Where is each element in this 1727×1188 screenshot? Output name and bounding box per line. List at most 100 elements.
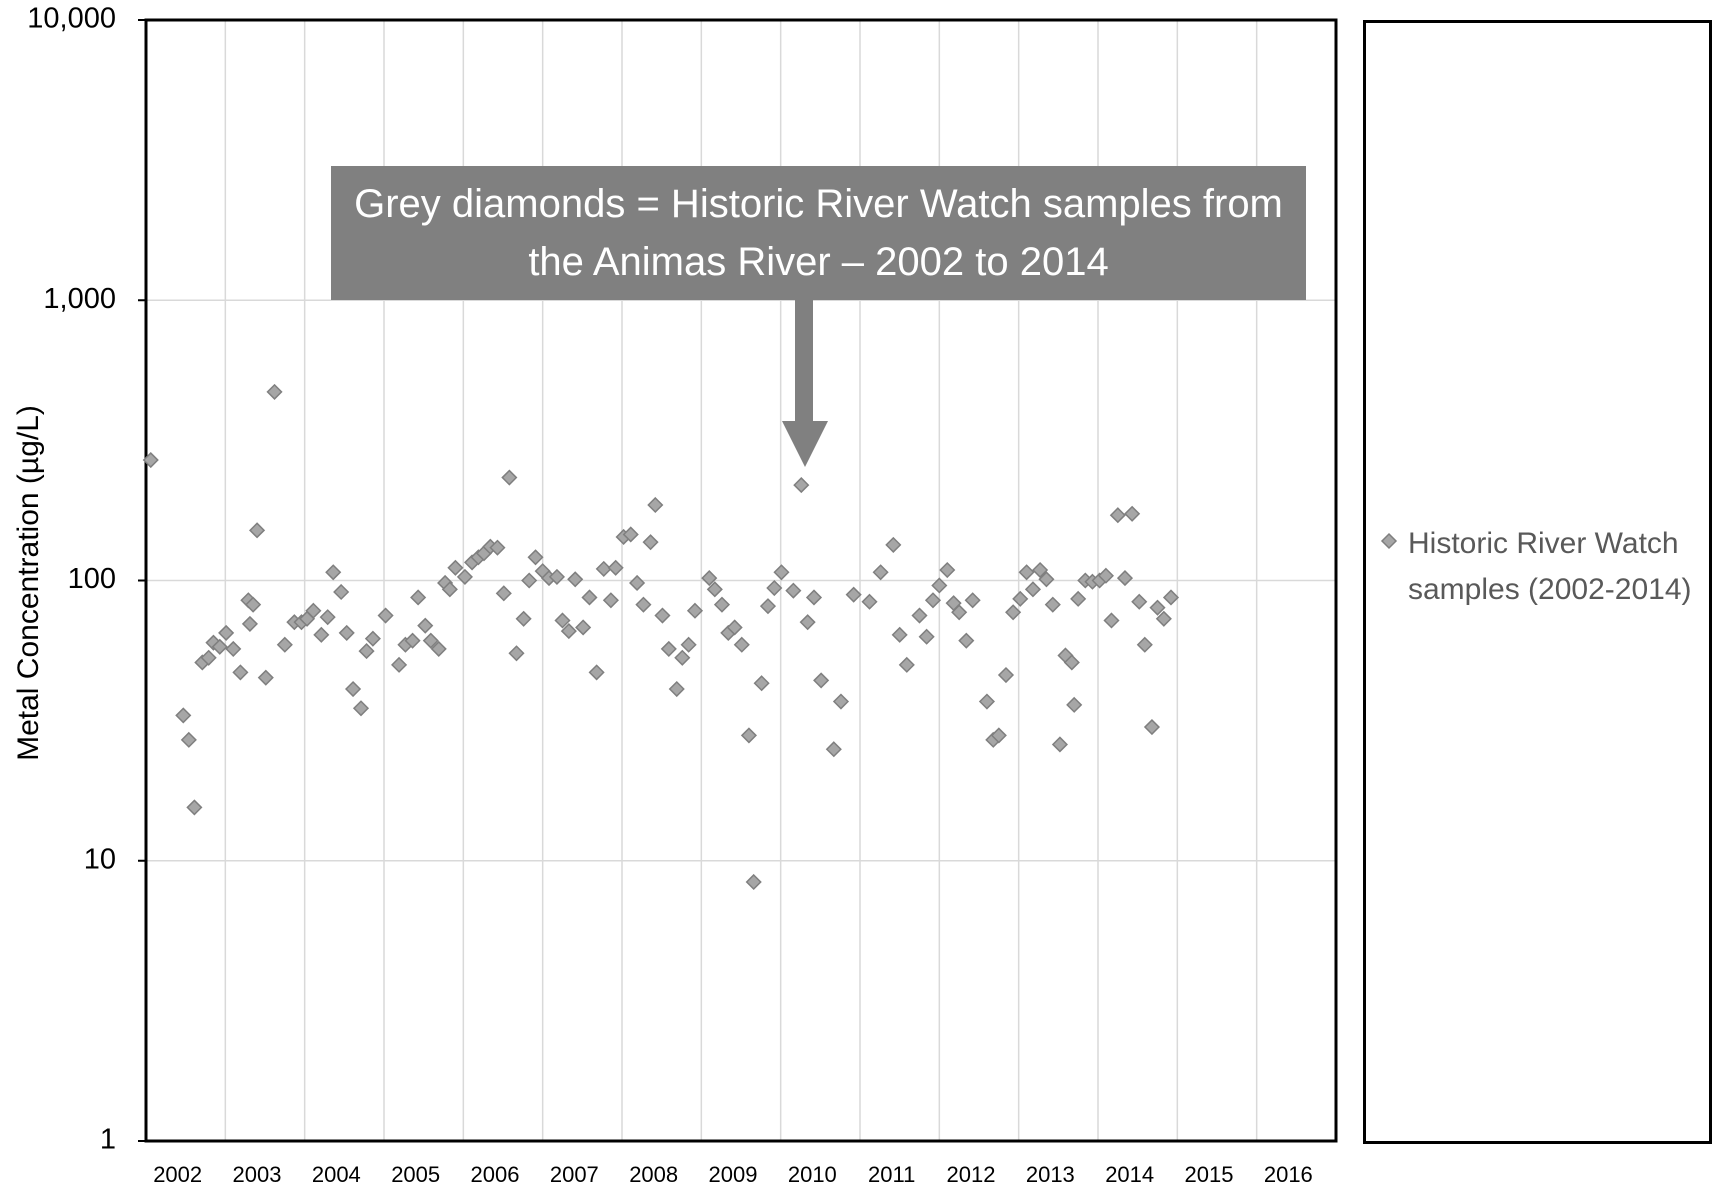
data-point xyxy=(726,619,743,636)
data-point xyxy=(706,581,723,598)
data-point xyxy=(554,612,571,629)
x-tick-label: 2006 xyxy=(471,1162,520,1187)
x-tick-label: 2004 xyxy=(312,1162,361,1187)
data-point xyxy=(832,693,850,710)
data-point xyxy=(1066,696,1083,713)
legend-marker-box xyxy=(1380,532,1398,550)
data-point xyxy=(845,586,862,603)
data-point xyxy=(1124,505,1141,522)
data-point xyxy=(430,640,447,657)
x-tick-label: 2002 xyxy=(153,1162,202,1187)
data-point xyxy=(924,592,942,609)
data-point xyxy=(245,596,262,613)
data-point xyxy=(441,581,458,598)
data-point xyxy=(527,549,544,566)
x-tick-label: 2003 xyxy=(233,1162,282,1187)
data-point xyxy=(713,596,731,613)
data-point xyxy=(515,610,532,627)
data-point xyxy=(990,727,1007,744)
data-point xyxy=(333,583,350,601)
data-point xyxy=(1051,736,1068,753)
data-point xyxy=(313,626,330,643)
data-point xyxy=(1070,590,1087,607)
data-point xyxy=(918,628,935,645)
data-point xyxy=(898,656,915,673)
data-point xyxy=(686,602,704,619)
data-point xyxy=(733,636,750,653)
data-point xyxy=(978,693,995,710)
data-point xyxy=(364,630,381,647)
data-point xyxy=(1103,612,1120,629)
data-point xyxy=(635,596,652,613)
data-point xyxy=(305,602,322,619)
data-point xyxy=(1038,571,1055,588)
data-point xyxy=(257,669,274,686)
x-tick-label: 2010 xyxy=(788,1162,837,1187)
legend-marker xyxy=(1380,532,1398,550)
data-point xyxy=(241,615,258,632)
data-point xyxy=(861,593,878,610)
data-point xyxy=(1044,596,1061,613)
data-point xyxy=(1116,570,1134,587)
data-point xyxy=(211,638,228,655)
annotation: Grey diamonds = Historic River Watch sam… xyxy=(331,166,1306,300)
data-point xyxy=(391,656,408,673)
data-point xyxy=(660,640,677,657)
x-tick-label: 2012 xyxy=(947,1162,996,1187)
data-point xyxy=(1109,507,1126,524)
data-point xyxy=(674,649,691,666)
data-point xyxy=(377,607,394,624)
data-point xyxy=(501,469,518,486)
data-point xyxy=(773,564,790,581)
data-point xyxy=(422,632,439,649)
y-axis-label: Metal Concentration (µg/L) xyxy=(12,405,45,761)
data-point xyxy=(276,636,293,653)
x-tick-label: 2007 xyxy=(550,1162,599,1187)
data-point xyxy=(701,570,718,587)
data-point xyxy=(1018,564,1035,581)
data-point xyxy=(447,559,464,576)
data-point xyxy=(872,564,889,581)
data-point xyxy=(338,624,355,641)
data-point xyxy=(745,873,762,891)
data-point xyxy=(1063,654,1080,671)
data-point xyxy=(951,604,968,621)
data-point xyxy=(1005,604,1022,621)
data-point xyxy=(629,574,646,592)
plot-frame xyxy=(144,18,1338,1143)
y-tick-label: 1,000 xyxy=(43,283,116,315)
data-point xyxy=(997,666,1015,684)
data-point xyxy=(581,589,598,606)
data-point xyxy=(931,577,948,594)
data-point xyxy=(1155,610,1172,627)
data-point xyxy=(1012,590,1029,607)
data-point xyxy=(766,579,783,597)
data-point xyxy=(266,383,283,400)
data-point xyxy=(352,700,370,717)
data-point xyxy=(799,614,816,631)
data-point xyxy=(958,632,975,649)
data-point xyxy=(588,664,605,681)
data-point xyxy=(1149,599,1166,616)
data-point xyxy=(232,664,249,681)
data-point xyxy=(825,741,842,758)
data-point xyxy=(885,536,902,553)
data-point xyxy=(319,609,336,626)
data-point xyxy=(410,589,427,606)
data-point xyxy=(249,522,266,539)
x-tick-label: 2011 xyxy=(868,1162,915,1187)
data-point xyxy=(417,617,434,634)
data-point xyxy=(813,672,830,689)
data-point xyxy=(793,477,810,494)
data-point xyxy=(602,592,619,609)
data-point xyxy=(647,496,664,514)
data-point xyxy=(939,561,956,579)
data-point xyxy=(654,607,671,624)
data-point xyxy=(1097,567,1114,584)
data-point xyxy=(567,571,584,588)
data-point xyxy=(200,649,217,666)
data-point xyxy=(668,680,685,698)
data-point xyxy=(680,636,697,653)
x-tick-label: 2008 xyxy=(629,1162,678,1187)
